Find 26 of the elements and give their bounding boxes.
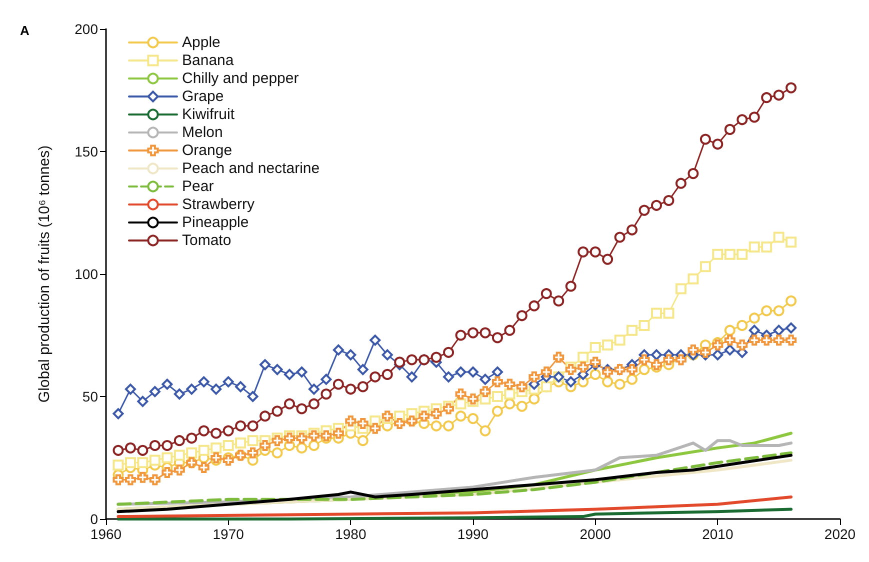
legend-label: Kiwifruit <box>182 106 236 123</box>
legend-label: Strawberry <box>182 196 256 213</box>
y-tick-label: 200 <box>74 21 98 37</box>
legend-label: Melon <box>182 124 223 141</box>
y-tick-label: 150 <box>74 144 98 160</box>
y-axis-title: Global production of fruits (10⁶ tonnes) <box>36 145 53 403</box>
x-tick-label: 2000 <box>580 526 612 542</box>
x-tick-label: 1980 <box>335 526 366 542</box>
legend-label: Orange <box>182 142 232 159</box>
x-tick-label: 2010 <box>702 526 734 542</box>
legend-label: Pineapple <box>182 214 249 231</box>
y-tick-label: 50 <box>82 388 98 404</box>
legend-label: Pear <box>182 178 214 195</box>
x-tick-label: 2020 <box>824 526 856 542</box>
legend-label: Apple <box>182 34 220 51</box>
x-tick-label: 1990 <box>457 526 489 542</box>
legend-label: Chilly and pepper <box>182 70 299 87</box>
legend-label: Banana <box>182 52 234 69</box>
legend-label: Tomato <box>182 232 232 249</box>
legend-label: Grape <box>182 88 224 105</box>
x-tick-label: 1960 <box>90 526 122 542</box>
legend-label: Peach and nectarine <box>182 160 320 177</box>
text: A <box>20 23 30 38</box>
x-tick-label: 1970 <box>212 526 244 542</box>
y-tick-label: 0 <box>90 511 98 527</box>
y-tick-label: 100 <box>74 266 98 282</box>
